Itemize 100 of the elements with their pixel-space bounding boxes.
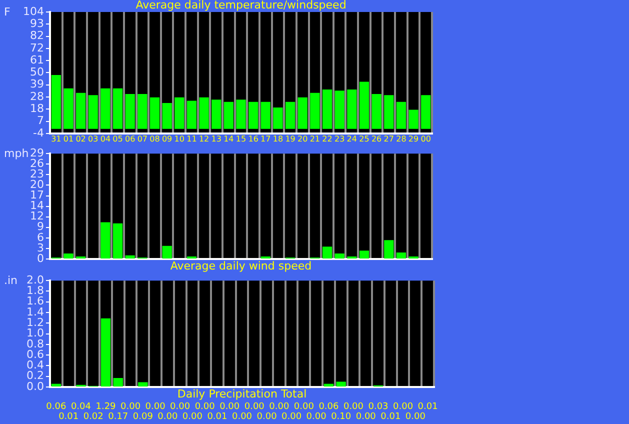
bar — [76, 92, 86, 129]
y-tick-label: 26 — [30, 157, 44, 170]
y-tick-label: 0.6 — [26, 348, 44, 361]
data-label: 0.00 — [232, 412, 252, 422]
bar — [100, 88, 110, 129]
y-tick-label: -4 — [33, 126, 44, 140]
x-tick-label: 00 — [420, 134, 431, 144]
bar — [336, 382, 346, 386]
x-tick-label: 31 — [51, 134, 62, 144]
bar — [125, 255, 135, 258]
x-tick-label: 23 — [334, 134, 345, 144]
x-tick-label: 11 — [186, 134, 197, 144]
data-label: 0.00 — [182, 412, 203, 422]
bar — [64, 88, 74, 129]
x-tick-label: 03 — [88, 134, 98, 144]
data-label: 0.00 — [343, 402, 364, 412]
bar — [125, 94, 135, 129]
x-tick-label: 08 — [150, 134, 160, 144]
data-label: 0.00 — [405, 412, 426, 422]
y-axis-title: mph — [4, 146, 29, 160]
y-tick-label: 28 — [30, 90, 44, 103]
bar — [359, 250, 370, 258]
x-tick-label: 07 — [137, 134, 148, 144]
x-tick-label: 17 — [260, 134, 271, 144]
x-tick-label: 24 — [346, 134, 357, 144]
y-tick-label: 0.2 — [26, 369, 44, 382]
y-tick-label: 18 — [30, 102, 44, 115]
bar — [112, 223, 123, 258]
bar — [396, 252, 406, 258]
y-tick-label: 3 — [37, 241, 44, 254]
bar — [310, 92, 320, 129]
y-axis-title: .in — [4, 274, 18, 287]
bar — [100, 318, 111, 386]
x-tick-label: 29 — [408, 134, 419, 144]
bar — [138, 94, 148, 129]
bar — [150, 97, 160, 129]
y-tick-label: 1.4 — [26, 305, 44, 318]
x-axis-title: Average daily wind speed — [170, 259, 312, 272]
y-tick-label: 104 — [23, 4, 44, 18]
y-tick-label: 0.8 — [26, 337, 44, 350]
y-tick-label: 20 — [30, 178, 44, 192]
data-label: 0.00 — [269, 402, 290, 412]
x-tick-label: 26 — [371, 134, 382, 144]
bar — [408, 110, 418, 129]
bar — [64, 254, 74, 258]
x-tick-label: 18 — [272, 134, 284, 144]
y-tick-label: 29 — [30, 146, 44, 160]
x-tick-label: 21 — [310, 134, 320, 144]
bar — [248, 102, 258, 129]
bar — [174, 97, 184, 129]
bar — [51, 74, 61, 129]
y-tick-label: 50 — [30, 66, 44, 79]
y-tick-label: 0.4 — [26, 358, 44, 372]
data-label: 0.01 — [380, 412, 401, 422]
bar — [285, 102, 296, 129]
bar — [384, 95, 394, 129]
data-label: 0.01 — [418, 402, 438, 412]
y-tick-label: 1.0 — [26, 326, 44, 340]
bar — [396, 102, 406, 129]
x-tick-label: 27 — [384, 134, 394, 144]
data-label: 0.00 — [244, 402, 265, 412]
bar — [421, 95, 431, 129]
x-tick-label: 28 — [396, 134, 406, 144]
bar — [273, 108, 283, 129]
x-tick-label: 25 — [359, 134, 370, 144]
x-axis-title: Daily Precipitation Total — [177, 387, 307, 400]
x-tick-label: 12 — [198, 134, 210, 144]
data-label: 0.06 — [318, 402, 339, 412]
y-tick-label: 6 — [37, 230, 44, 244]
bar — [88, 95, 98, 129]
data-label: 0.01 — [207, 412, 228, 422]
bar — [322, 246, 332, 258]
data-label: 0.00 — [393, 402, 414, 412]
bar — [212, 100, 222, 129]
x-tick-label: 13 — [211, 134, 222, 144]
bar — [100, 222, 110, 258]
y-tick-label: 0.0 — [26, 380, 44, 393]
data-label: 0.02 — [83, 412, 104, 422]
data-label: 0.03 — [368, 402, 388, 412]
y-tick-label: 61 — [30, 53, 44, 66]
bar — [298, 97, 308, 129]
bar — [384, 240, 394, 258]
data-label: 0.00 — [194, 402, 216, 412]
y-tick-label: 1.6 — [26, 294, 44, 308]
bar — [224, 102, 234, 129]
bar — [162, 246, 172, 258]
y-tick-label: 39 — [30, 78, 44, 91]
data-label: 0.01 — [58, 412, 79, 422]
x-tick-label: 02 — [76, 134, 86, 144]
x-tick-label: 20 — [298, 134, 308, 144]
data-label: 0.10 — [331, 412, 352, 422]
x-tick-label: 04 — [100, 134, 111, 144]
data-label: 0.00 — [220, 402, 240, 412]
bar — [113, 378, 123, 386]
data-label: 0.00 — [356, 412, 376, 422]
y-tick-label: 72 — [30, 41, 44, 54]
x-tick-label: 05 — [112, 134, 123, 144]
data-label: 0.00 — [120, 402, 141, 412]
data-label: 0.17 — [108, 412, 128, 422]
bar — [322, 90, 332, 129]
